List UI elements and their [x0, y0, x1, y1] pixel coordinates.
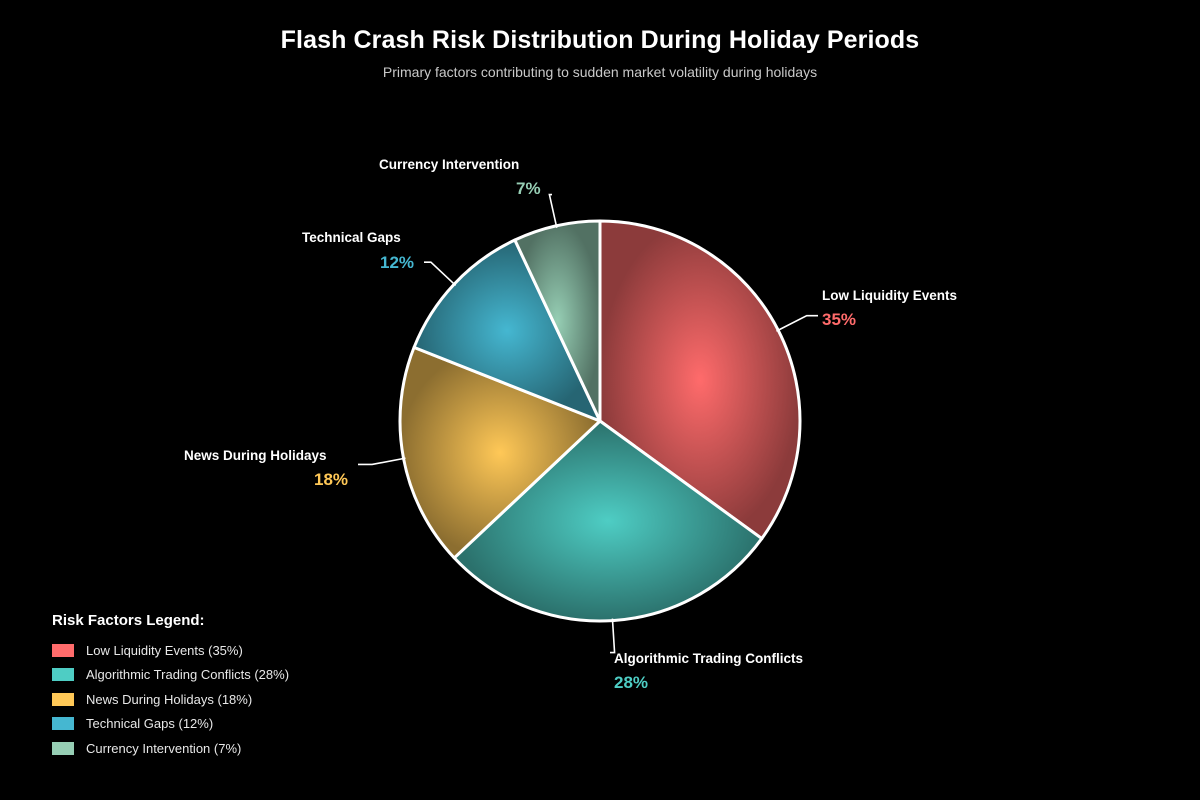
legend-item-label: Technical Gaps (12%) — [86, 716, 214, 732]
slice-label-low-liquidity-events: Low Liquidity Events — [822, 288, 958, 303]
slice-label-technical-gaps: Technical Gaps — [302, 230, 401, 245]
slice-pct-currency-intervention: 7% — [516, 179, 541, 198]
slice-pct-algorithmic-trading-conflicts: 28% — [614, 673, 649, 692]
legend: Risk Factors Legend: Low Liquidity Event… — [52, 612, 289, 761]
legend-item[interactable]: Low Liquidity Events (35%) — [52, 638, 289, 663]
legend-swatch-icon — [52, 643, 74, 657]
leader-lines — [358, 193, 818, 654]
slice-pct-technical-gaps: 12% — [380, 253, 415, 272]
legend-swatch-icon — [52, 717, 74, 731]
pie-slices — [398, 219, 802, 623]
legend-item-label: News During Holidays (18%) — [86, 691, 253, 707]
legend-swatch-icon — [52, 741, 74, 755]
legend-item[interactable]: Currency Intervention (7%) — [52, 736, 289, 761]
leader-line — [424, 261, 457, 287]
legend-swatch-icon — [52, 692, 74, 706]
slice-pct-low-liquidity-events: 35% — [822, 310, 857, 329]
leader-line — [610, 618, 616, 654]
page-title: Flash Crash Risk Distribution During Hol… — [280, 26, 920, 54]
leader-line — [358, 457, 406, 466]
slice-label-algorithmic-trading-conflicts: Algorithmic Trading Conflicts — [614, 651, 804, 666]
slice-label-currency-intervention: Currency Intervention — [379, 157, 520, 172]
leader-line — [548, 193, 558, 228]
legend-swatch-icon — [52, 668, 74, 682]
legend-item[interactable]: News During Holidays (18%) — [52, 687, 289, 712]
legend-title: Risk Factors Legend: — [52, 612, 205, 629]
legend-item-label: Low Liquidity Events (35%) — [86, 642, 243, 658]
chart-subtitle: Primary factors contributing to sudden m… — [382, 64, 818, 80]
slice-label-news-during-holidays: News During Holidays — [184, 448, 327, 463]
legend-item-label: Currency Intervention (7%) — [86, 740, 242, 756]
legend-item[interactable]: Algorithmic Trading Conflicts (28%) — [52, 663, 289, 688]
legend-item[interactable]: Technical Gaps (12%) — [52, 712, 289, 737]
legend-item-label: Algorithmic Trading Conflicts (28%) — [86, 667, 290, 683]
leader-line — [776, 314, 818, 332]
legend-items: Low Liquidity Events (35%) Algorithmic Tr… — [52, 638, 289, 761]
slice-pct-news-during-holidays: 18% — [314, 470, 349, 489]
